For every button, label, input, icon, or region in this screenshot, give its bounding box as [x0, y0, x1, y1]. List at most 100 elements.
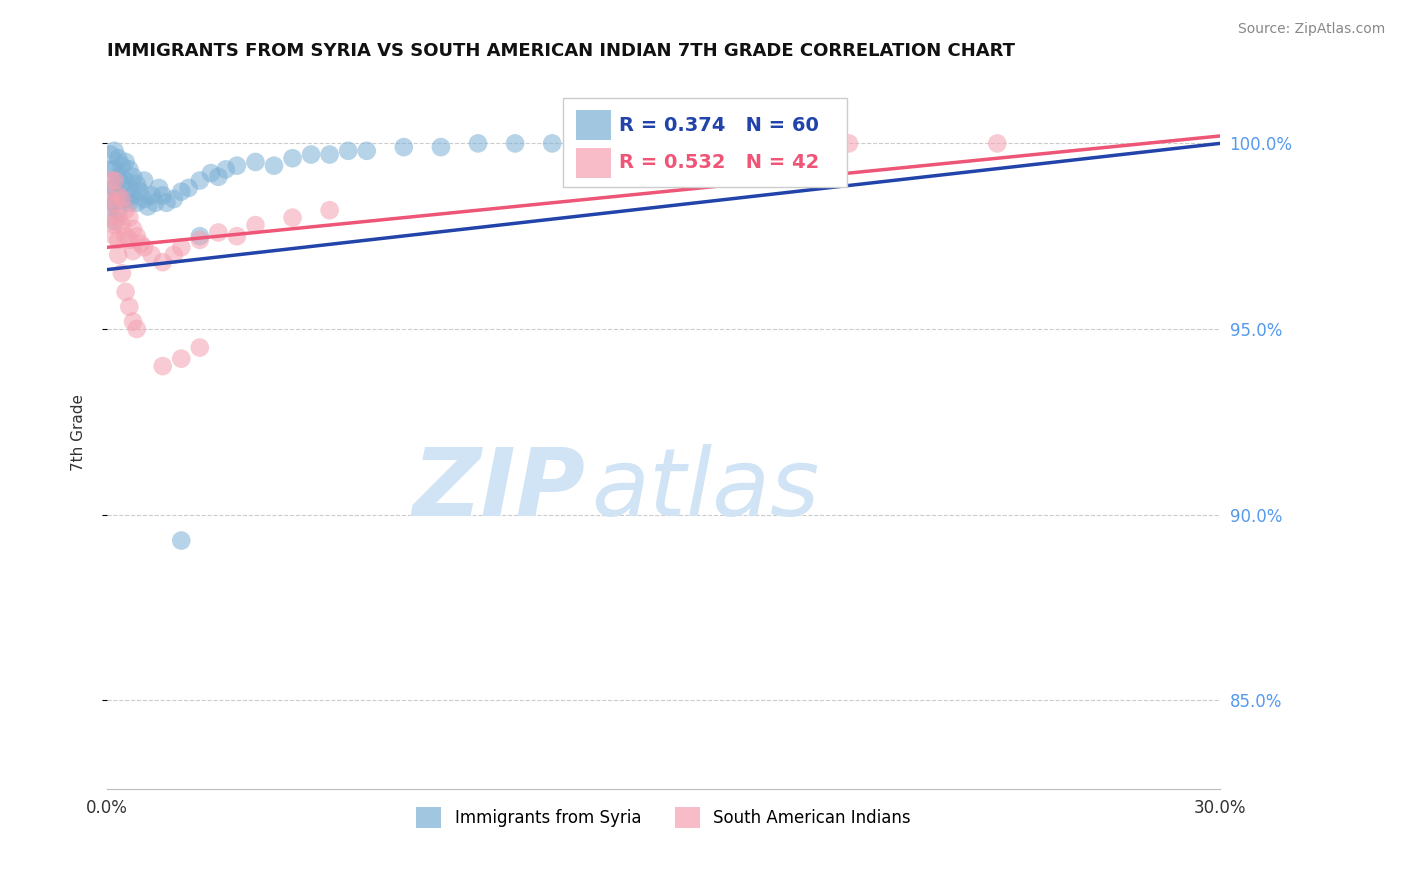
Point	[111, 266, 134, 280]
Text: atlas: atlas	[591, 444, 820, 535]
Point	[215, 162, 238, 177]
Point	[986, 136, 1008, 151]
Point	[188, 233, 211, 247]
Point	[245, 155, 267, 169]
Point	[143, 195, 166, 210]
Point	[107, 188, 129, 202]
Point	[103, 195, 125, 210]
Point	[148, 181, 170, 195]
Point	[541, 136, 564, 151]
Point	[129, 185, 152, 199]
Point	[170, 533, 193, 548]
Point	[114, 285, 136, 299]
Point	[103, 173, 125, 187]
Point	[134, 240, 156, 254]
Point	[100, 147, 122, 161]
Point	[122, 188, 145, 202]
Point	[114, 173, 136, 187]
Point	[100, 192, 122, 206]
Point	[125, 229, 148, 244]
Point	[100, 162, 122, 177]
Point	[141, 248, 163, 262]
Point	[207, 169, 229, 184]
Text: Source: ZipAtlas.com: Source: ZipAtlas.com	[1237, 22, 1385, 37]
Point	[107, 211, 129, 225]
Point	[152, 359, 174, 373]
Point	[225, 229, 247, 244]
Point	[263, 159, 285, 173]
Point	[103, 144, 125, 158]
Point	[103, 214, 125, 228]
Point	[122, 314, 145, 328]
Point	[152, 255, 174, 269]
Point	[188, 173, 211, 187]
Point	[163, 192, 186, 206]
Point	[430, 140, 453, 154]
Point	[503, 136, 526, 151]
Point	[225, 159, 247, 173]
Point	[318, 203, 340, 218]
Point	[170, 240, 193, 254]
FancyBboxPatch shape	[575, 148, 612, 178]
Point	[122, 244, 145, 258]
Point	[281, 151, 304, 165]
Point	[763, 136, 786, 151]
Point	[122, 221, 145, 235]
Point	[125, 322, 148, 336]
Point	[107, 151, 129, 165]
Point	[111, 218, 134, 232]
Point	[125, 178, 148, 192]
Point	[111, 192, 134, 206]
Point	[188, 341, 211, 355]
FancyBboxPatch shape	[575, 110, 612, 140]
Point	[100, 211, 122, 225]
Point	[134, 173, 156, 187]
Point	[114, 203, 136, 218]
Point	[689, 136, 711, 151]
Point	[103, 181, 125, 195]
Point	[118, 300, 141, 314]
Legend: Immigrants from Syria, South American Indians: Immigrants from Syria, South American In…	[409, 801, 917, 834]
Point	[114, 155, 136, 169]
Point	[299, 147, 322, 161]
Point	[114, 229, 136, 244]
Point	[207, 226, 229, 240]
Point	[170, 185, 193, 199]
Point	[107, 248, 129, 262]
Point	[392, 140, 415, 154]
Point	[318, 147, 340, 161]
Point	[118, 233, 141, 247]
Y-axis label: 7th Grade: 7th Grade	[72, 394, 86, 471]
Point	[118, 195, 141, 210]
Point	[200, 166, 222, 180]
Point	[188, 229, 211, 244]
Point	[152, 188, 174, 202]
Point	[114, 192, 136, 206]
Point	[107, 203, 129, 218]
Point	[107, 169, 129, 184]
Point	[163, 248, 186, 262]
Point	[177, 181, 200, 195]
Point	[100, 200, 122, 214]
Point	[107, 233, 129, 247]
Point	[141, 188, 163, 202]
Text: IMMIGRANTS FROM SYRIA VS SOUTH AMERICAN INDIAN 7TH GRADE CORRELATION CHART: IMMIGRANTS FROM SYRIA VS SOUTH AMERICAN …	[107, 42, 1015, 60]
Point	[118, 211, 141, 225]
Point	[170, 351, 193, 366]
Point	[134, 192, 156, 206]
Point	[129, 236, 152, 251]
Text: ZIP: ZIP	[413, 444, 585, 536]
Point	[111, 159, 134, 173]
Point	[100, 173, 122, 187]
Point	[136, 200, 159, 214]
Point	[111, 178, 134, 192]
Point	[122, 169, 145, 184]
Point	[337, 144, 360, 158]
Point	[614, 136, 637, 151]
Point	[467, 136, 489, 151]
Text: R = 0.532   N = 42: R = 0.532 N = 42	[619, 153, 820, 172]
Point	[281, 211, 304, 225]
Point	[356, 144, 378, 158]
FancyBboxPatch shape	[564, 98, 846, 187]
Point	[245, 218, 267, 232]
